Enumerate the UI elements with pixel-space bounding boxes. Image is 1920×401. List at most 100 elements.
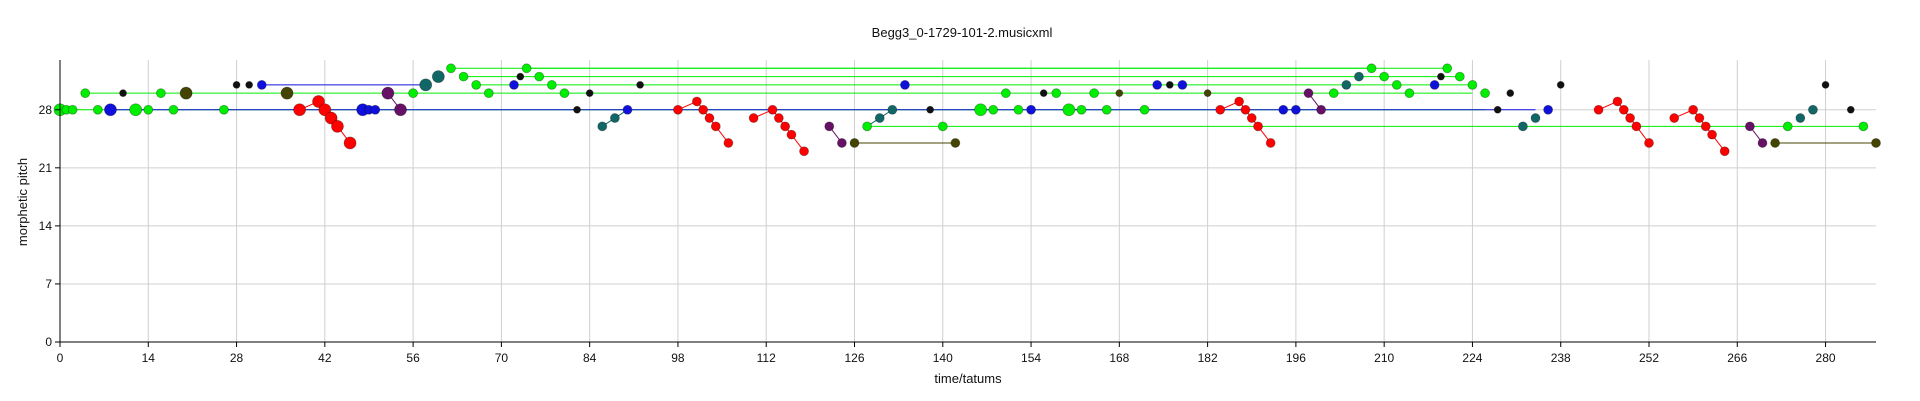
data-point bbox=[609, 113, 620, 123]
data-point bbox=[1366, 63, 1377, 74]
data-point bbox=[312, 95, 325, 108]
data-point bbox=[926, 105, 935, 114]
data-point bbox=[516, 72, 525, 81]
data-point bbox=[1719, 146, 1730, 157]
data-point bbox=[245, 80, 254, 89]
data-point bbox=[1694, 113, 1705, 123]
data-point bbox=[585, 89, 594, 98]
data-point bbox=[1246, 113, 1257, 123]
data-point bbox=[318, 103, 332, 117]
data-point bbox=[509, 79, 519, 90]
data-point bbox=[900, 79, 910, 90]
data-point bbox=[1039, 89, 1048, 98]
data-point bbox=[143, 104, 154, 115]
data-point bbox=[1290, 104, 1301, 115]
data-point bbox=[786, 129, 797, 140]
data-point bbox=[988, 104, 999, 115]
x-ticks: 0 14 28 42 56 70 84 98 112 126 140 154 168 182 196 210 2… bbox=[57, 342, 1836, 365]
data-point bbox=[1770, 138, 1781, 148]
data-point bbox=[1303, 88, 1314, 99]
data-point bbox=[636, 80, 645, 89]
data-point bbox=[698, 104, 709, 115]
data-point bbox=[836, 138, 847, 148]
x-tick-label: 280 bbox=[1816, 351, 1836, 365]
data-point bbox=[1618, 104, 1629, 115]
data-point bbox=[1240, 104, 1251, 115]
data-point bbox=[799, 146, 809, 157]
data-point bbox=[343, 136, 357, 150]
grid-lines bbox=[59, 60, 1876, 343]
data-point bbox=[1203, 89, 1212, 98]
data-point bbox=[597, 121, 608, 132]
data-point bbox=[704, 113, 715, 123]
data-point bbox=[1530, 113, 1541, 123]
data-point bbox=[219, 104, 229, 115]
data-point bbox=[1379, 71, 1390, 82]
data-point bbox=[773, 113, 784, 123]
x-tick-label: 238 bbox=[1551, 351, 1571, 365]
data-point bbox=[232, 80, 241, 89]
x-tick-label: 70 bbox=[495, 351, 509, 365]
data-point bbox=[673, 104, 683, 115]
y-tick-label: 14 bbox=[39, 219, 53, 233]
data-point bbox=[1115, 89, 1124, 98]
x-tick-label: 182 bbox=[1198, 351, 1218, 365]
data-point bbox=[324, 111, 338, 125]
data-point bbox=[1707, 129, 1717, 140]
data-point bbox=[331, 119, 344, 133]
data-point bbox=[1467, 79, 1478, 90]
data-point bbox=[1846, 105, 1855, 114]
data-point bbox=[419, 78, 433, 92]
data-point bbox=[1152, 79, 1163, 90]
data-point bbox=[1437, 72, 1445, 81]
data-point bbox=[1744, 121, 1755, 132]
data-point bbox=[1328, 88, 1339, 99]
x-tick-label: 140 bbox=[933, 351, 953, 365]
data-point bbox=[1644, 138, 1654, 148]
data-point bbox=[573, 105, 581, 114]
y-tick-label: 21 bbox=[39, 161, 53, 175]
data-point bbox=[1429, 79, 1440, 90]
data-point bbox=[394, 103, 407, 117]
data-point bbox=[256, 79, 267, 90]
chart-title: Begg3_0-1729-101-2.musicxml bbox=[872, 25, 1053, 40]
data-point bbox=[1700, 121, 1711, 132]
data-point bbox=[1871, 138, 1881, 148]
data-point bbox=[1631, 121, 1642, 132]
data-point bbox=[824, 121, 835, 132]
data-point bbox=[1234, 96, 1245, 107]
data-point bbox=[408, 88, 419, 99]
data-point bbox=[1808, 104, 1818, 115]
y-ticks: 0 7 14 21 28 bbox=[39, 103, 60, 349]
data-point bbox=[1215, 104, 1226, 115]
data-point bbox=[1076, 104, 1087, 115]
data-point bbox=[691, 96, 702, 107]
data-point bbox=[1480, 88, 1490, 99]
x-tick-label: 84 bbox=[583, 351, 597, 365]
data-point bbox=[937, 121, 948, 132]
data-point bbox=[471, 79, 482, 90]
data-point bbox=[1858, 121, 1869, 132]
y-tick-label: 28 bbox=[39, 103, 53, 117]
data-point bbox=[767, 104, 778, 115]
x-tick-label: 168 bbox=[1109, 351, 1129, 365]
data-point bbox=[293, 103, 307, 117]
x-tick-label: 154 bbox=[1021, 351, 1041, 365]
x-tick-label: 224 bbox=[1462, 351, 1482, 365]
x-tick-label: 196 bbox=[1286, 351, 1306, 365]
x-tick-label: 14 bbox=[142, 351, 156, 365]
x-tick-label: 126 bbox=[844, 351, 864, 365]
data-point bbox=[67, 104, 78, 115]
x-tick-label: 42 bbox=[318, 351, 332, 365]
data-point bbox=[1101, 104, 1112, 115]
data-point bbox=[710, 121, 721, 132]
data-point bbox=[559, 88, 570, 99]
data-point bbox=[1177, 79, 1188, 90]
x-tick-label: 266 bbox=[1727, 351, 1747, 365]
data-point bbox=[1139, 104, 1150, 115]
data-point bbox=[1454, 71, 1465, 82]
data-point bbox=[521, 63, 532, 74]
data-point bbox=[1013, 104, 1024, 115]
x-axis-label: time/tatums bbox=[934, 371, 1002, 386]
